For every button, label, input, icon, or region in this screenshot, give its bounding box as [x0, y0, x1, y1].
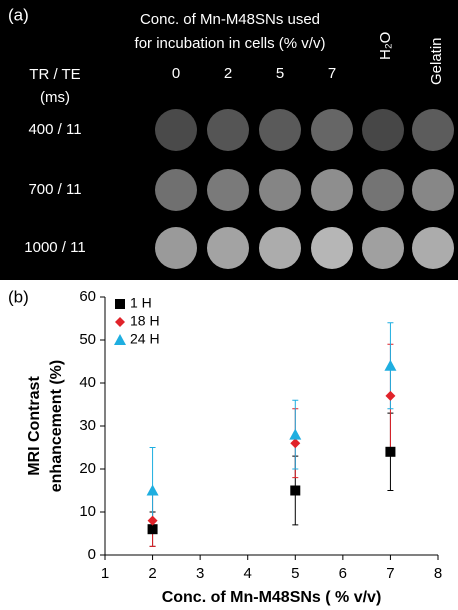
y-axis-title: enhancement (%) [48, 360, 65, 492]
sample-well [412, 227, 454, 269]
row-header: (ms) [40, 89, 70, 106]
sample-well [207, 227, 249, 269]
y-tick-label: 30 [79, 417, 96, 434]
sample-well [259, 227, 301, 269]
y-axis-title: MRI Contrast [26, 376, 43, 476]
panel-title: for incubation in cells (% v/v) [135, 35, 326, 52]
x-axis-title: Conc. of Mn-M48SNs ( % v/v) [162, 589, 382, 606]
x-tick-label: 2 [148, 565, 156, 582]
x-tick-label: 3 [196, 565, 204, 582]
control-label: Gelatin [428, 37, 445, 85]
y-tick-label: 50 [79, 331, 96, 348]
marker [147, 485, 159, 496]
marker [148, 516, 158, 526]
marker [384, 360, 396, 371]
row-header: TR / TE [29, 66, 80, 83]
legend-label: 18 H [130, 313, 160, 329]
y-tick-label: 20 [79, 460, 96, 477]
page: {"panel_a": {"label": "(a)", "title_line… [0, 0, 458, 610]
sample-well [311, 169, 353, 211]
panel-label: (a) [8, 5, 29, 24]
y-tick-label: 60 [79, 288, 96, 305]
column-label: 7 [328, 65, 336, 82]
sample-well [362, 169, 404, 211]
legend-marker [115, 299, 125, 309]
sample-well [412, 109, 454, 151]
sample-well [259, 109, 301, 151]
sample-well [311, 227, 353, 269]
x-tick-label: 7 [386, 565, 394, 582]
x-tick-label: 1 [101, 565, 109, 582]
sample-well [155, 169, 197, 211]
column-label: 2 [224, 65, 232, 82]
legend-marker [115, 317, 125, 327]
x-tick-label: 8 [434, 565, 442, 582]
marker [385, 391, 395, 401]
sample-well [207, 169, 249, 211]
figure: (a) Conc. of Mn-M48SNs used for incubati… [0, 0, 458, 610]
legend-label: 24 H [130, 331, 160, 347]
legend-marker [114, 334, 126, 345]
sample-well [155, 227, 197, 269]
x-tick-label: 6 [339, 565, 347, 582]
marker [148, 524, 158, 534]
marker [290, 438, 300, 448]
sample-well [362, 109, 404, 151]
sample-well [412, 169, 454, 211]
sample-well [311, 109, 353, 151]
marker [289, 429, 301, 440]
sample-well [259, 169, 301, 211]
legend-label: 1 H [130, 295, 152, 311]
row-label: 700 / 11 [28, 181, 81, 198]
panel-label: (b) [8, 287, 29, 306]
row-label: 1000 / 11 [24, 239, 85, 256]
y-tick-label: 0 [88, 546, 96, 563]
panel-title: Conc. of Mn-M48SNs used [140, 11, 320, 28]
column-label: 0 [172, 65, 180, 82]
sample-well [207, 109, 249, 151]
marker [290, 486, 300, 496]
control-label: H₂O [377, 32, 394, 60]
sample-well [155, 109, 197, 151]
y-tick-label: 40 [79, 374, 96, 391]
marker [385, 447, 395, 457]
x-tick-label: 4 [244, 565, 252, 582]
row-label: 400 / 11 [28, 121, 81, 138]
y-tick-label: 10 [79, 503, 96, 520]
column-label: 5 [276, 65, 284, 82]
x-tick-label: 5 [291, 565, 299, 582]
sample-well [362, 227, 404, 269]
